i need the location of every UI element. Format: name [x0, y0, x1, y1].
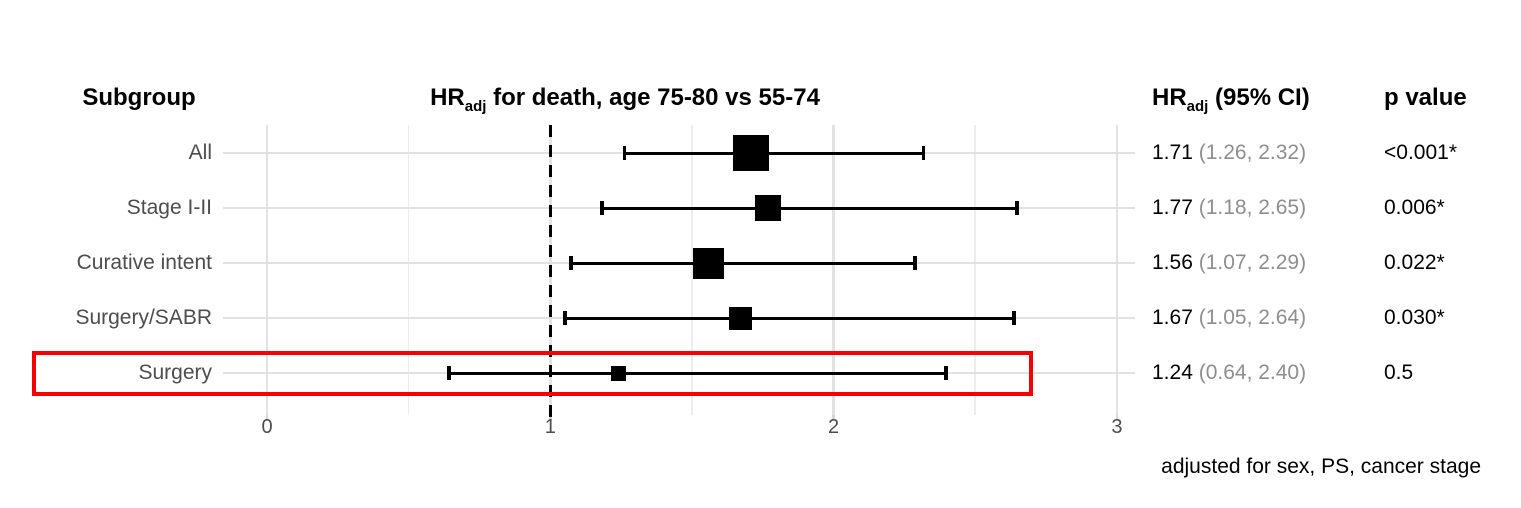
hr-marker — [755, 195, 782, 221]
row-label: Curative intent — [76, 251, 212, 274]
hr-col-prefix: HR — [1152, 84, 1187, 111]
hr-col-rest: (95% CI) — [1208, 84, 1310, 111]
row-label: Surgery/SABR — [75, 306, 212, 329]
x-minor-gridline — [974, 125, 977, 415]
x-axis-tick-label: 3 — [1111, 416, 1123, 438]
ci-whisker — [570, 261, 916, 265]
hr-ci-value: 1.77 (1.18, 2.65) — [1152, 195, 1306, 221]
ci-whisker — [601, 206, 1018, 210]
chart-title-rest: for death, age 75-80 vs 55-74 — [486, 84, 820, 111]
hr-marker — [733, 135, 770, 171]
ci-cap-right — [913, 256, 917, 270]
hr-marker — [610, 365, 626, 381]
hr-ci-value: 1.67 (1.05, 2.64) — [1152, 305, 1306, 331]
x-major-gridline — [1115, 125, 1119, 415]
ci-cap-right — [944, 366, 948, 380]
hr-confidence-interval: (1.07, 2.29) — [1192, 251, 1307, 274]
hr-col-subscript: adj — [1186, 98, 1209, 115]
hr-marker — [728, 306, 752, 330]
p-value-column-header: p value — [1384, 84, 1467, 111]
hr-ci-value: 1.71 (1.26, 2.32) — [1152, 140, 1306, 166]
hr-point-estimate: 1.71 — [1152, 141, 1193, 164]
hr-confidence-interval: (1.05, 2.64) — [1192, 306, 1307, 329]
row-label: Surgery — [138, 361, 212, 384]
hr-point-estimate: 1.56 — [1152, 251, 1193, 274]
ci-cap-right — [1012, 311, 1016, 325]
reference-line — [548, 125, 552, 420]
x-axis-tick — [1115, 415, 1119, 421]
chart-title-subscript: adj — [464, 98, 487, 115]
hr-marker — [693, 247, 725, 279]
highlight-box — [32, 350, 1033, 396]
chart-title: HRadj for death, age 75-80 vs 55-74 — [340, 82, 910, 115]
row-label: Stage I-II — [126, 196, 212, 219]
hr-ci-value: 1.56 (1.07, 2.29) — [1152, 250, 1306, 276]
x-axis-tick — [832, 415, 835, 421]
hr-point-estimate: 1.77 — [1152, 196, 1193, 219]
ci-cap-left — [622, 146, 627, 160]
ci-cap-right — [1015, 201, 1019, 215]
adjustment-footnote: adjusted for sex, PS, cancer stage — [1161, 455, 1481, 478]
ci-cap-left — [563, 311, 567, 325]
ci-whisker — [623, 151, 925, 155]
x-minor-gridline — [407, 125, 410, 415]
x-major-gridline — [832, 125, 835, 415]
p-value: <0.001* — [1384, 141, 1457, 164]
ci-cap-left — [600, 201, 604, 215]
p-value: 0.5 — [1384, 361, 1414, 384]
chart-title-prefix: HR — [430, 84, 465, 111]
hr-confidence-interval: (1.18, 2.65) — [1192, 196, 1307, 219]
hr-confidence-interval: (0.64, 2.40) — [1192, 361, 1307, 384]
p-value: 0.022* — [1384, 251, 1445, 274]
x-axis-tick — [265, 415, 269, 421]
x-axis-tick-label: 2 — [828, 416, 840, 438]
x-axis-tick-label: 1 — [544, 416, 556, 438]
ci-cap-left — [447, 366, 451, 380]
subgroup-column-header: Subgroup — [82, 84, 196, 111]
hr-point-estimate: 1.67 — [1152, 306, 1193, 329]
row-label: All — [188, 141, 212, 164]
p-value: 0.006* — [1384, 196, 1445, 219]
ci-cap-right — [921, 146, 926, 160]
ci-whisker — [564, 316, 1015, 320]
p-value: 0.030* — [1384, 306, 1445, 329]
hr-ci-column-header: HRadj (95% CI) — [1152, 82, 1310, 115]
ci-whisker — [448, 371, 947, 375]
x-axis-tick-label: 0 — [261, 416, 273, 438]
hr-point-estimate: 1.24 — [1152, 361, 1193, 384]
hr-ci-value: 1.24 (0.64, 2.40) — [1152, 360, 1306, 386]
ci-cap-left — [569, 256, 573, 270]
x-major-gridline — [265, 125, 269, 415]
x-minor-gridline — [691, 125, 693, 415]
hr-confidence-interval: (1.26, 2.32) — [1192, 141, 1307, 164]
